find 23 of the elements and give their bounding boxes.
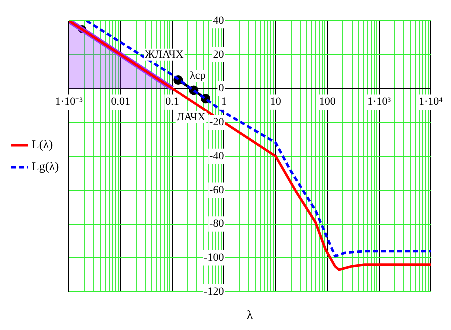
- y-tick-label: -20: [210, 116, 225, 129]
- y-tick-label: -120: [204, 286, 225, 298]
- y-tick-label: -60: [210, 184, 225, 196]
- y-tick-label: 40: [213, 14, 225, 27]
- annotation: ЛАЧХ: [176, 111, 206, 124]
- y-tick-label: -100: [204, 252, 225, 264]
- annotation: ЖЛАЧХ: [145, 48, 184, 61]
- x-tick-label: 100: [319, 96, 336, 108]
- x-tick-label: 1·10⁴: [419, 96, 444, 108]
- y-tick-label: -80: [210, 218, 225, 230]
- x-tick-label: 1·10⁻³: [55, 96, 84, 108]
- y-tick-label: 20: [213, 48, 225, 61]
- x-tick-label: 10: [270, 96, 282, 108]
- x-tick-label: 1·10³: [368, 96, 392, 108]
- x-tick-label: 0.1: [166, 96, 180, 108]
- x-axis-title: λ: [247, 308, 254, 322]
- legend-label: Lg(λ): [32, 160, 60, 174]
- x-tick-label: 1: [221, 96, 227, 108]
- annotation: λср: [190, 70, 206, 82]
- y-tick-label: 0: [218, 82, 225, 95]
- y-tick-label: -40: [210, 150, 225, 162]
- legend-label: L(λ): [32, 138, 54, 152]
- x-tick-label: 0.01: [111, 96, 130, 108]
